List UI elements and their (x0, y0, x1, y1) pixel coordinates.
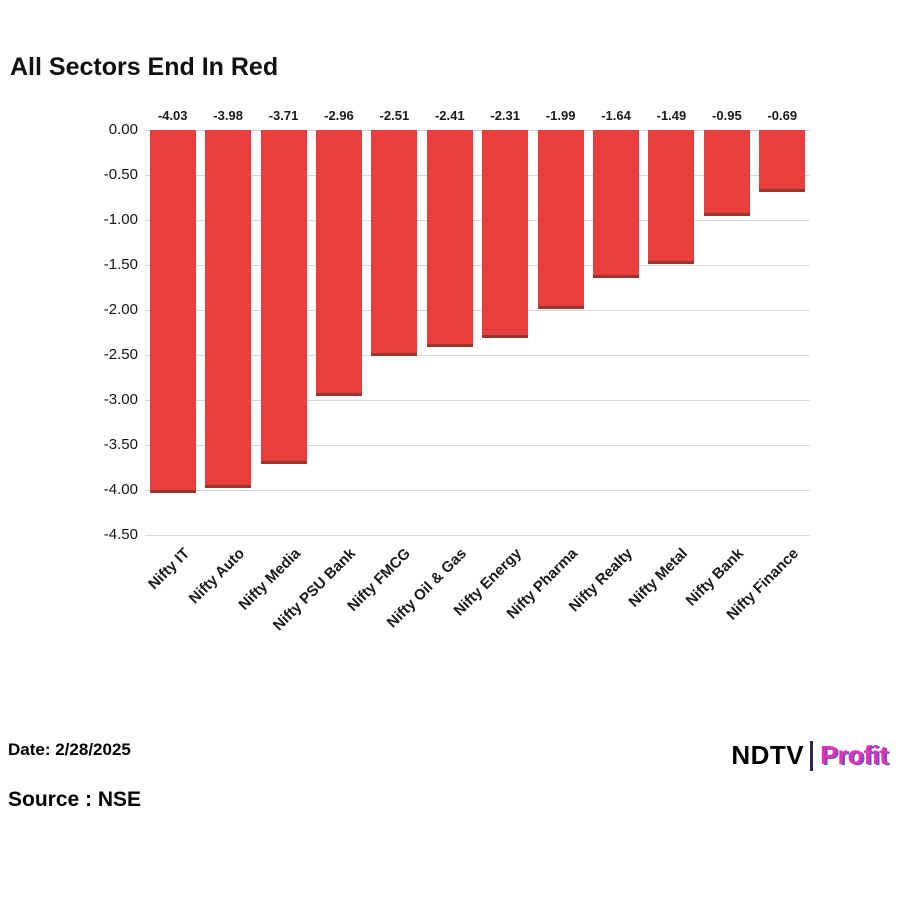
gridline (145, 175, 810, 176)
y-axis-tick-labels: 0.00 -0.50 -1.00 -1.50 -2.00 -2.50 -3.00 -3.50 -… (0, 121, 138, 543)
gridline (145, 310, 810, 311)
y-tick-label: -3.50 (103, 436, 138, 453)
bar-value-label: -2.41 (434, 108, 465, 123)
y-tick-label: -2.50 (103, 346, 138, 363)
bar-nifty-energy (482, 130, 529, 338)
gridline (145, 535, 810, 536)
bar-nifty-oil-gas (426, 130, 473, 347)
footer-date: Date: 2/28/2025 (8, 740, 131, 759)
bar-value-label: -0.95 (712, 108, 742, 123)
bar-nifty-metal (648, 130, 695, 265)
bar-nifty-realty (593, 130, 640, 278)
bar-value-label: -0.69 (767, 108, 798, 123)
chart-title: All Sectors End In Red (10, 53, 279, 81)
x-category-label: Nifty Pharma (503, 545, 581, 623)
bar-value-label: -1.49 (656, 108, 687, 123)
y-tick-label: -4.50 (103, 526, 138, 543)
gridline (145, 355, 810, 356)
gridline (145, 220, 810, 221)
bar-nifty-it (149, 130, 196, 493)
y-tick-label: -0.50 (103, 166, 138, 183)
logo-separator-bar (810, 740, 814, 771)
bar-value-label: -2.51 (379, 108, 410, 123)
y-tick-label: -4.00 (103, 481, 138, 498)
ndtv-profit-logo: NDTV Profit (731, 740, 888, 771)
x-category-label: Nifty Auto (185, 545, 249, 608)
x-category-label: Nifty Bank (682, 545, 747, 610)
bar-nifty-auto (205, 130, 252, 489)
bar-value-label: -1.64 (601, 108, 631, 123)
x-category-label: Nifty Metal (625, 545, 692, 611)
bar-value-label: -2.31 (490, 108, 521, 123)
bar-nifty-media (260, 130, 307, 464)
gridline (145, 445, 810, 446)
bar-value-label: -4.03 (157, 108, 188, 123)
x-category-label: Nifty IT (144, 545, 193, 593)
gridline (145, 400, 810, 401)
gridline (145, 130, 810, 131)
x-category-label: Nifty Media (234, 545, 304, 614)
gridline (145, 490, 810, 491)
y-tick-label: -3.00 (103, 391, 138, 408)
bar-nifty-bank (703, 130, 750, 216)
profit-logo-text: Profit (820, 740, 888, 770)
bar-nifty-finance (759, 130, 806, 193)
bar-nifty-pharma (537, 130, 584, 310)
plot-area: -4.03 -3.98 -3.71 -2.96 -2.51 -2.41 -2.31 -1.99… (145, 108, 810, 536)
y-tick-label: -1.00 (103, 211, 138, 228)
y-tick-label: -2.00 (103, 301, 138, 318)
gridline (145, 265, 810, 266)
ndtv-logo-text: NDTV (731, 740, 805, 770)
bar-value-label: -1.99 (545, 108, 576, 123)
x-category-label: Nifty FMCG (344, 545, 415, 615)
x-category-label: Nifty Finance (723, 545, 803, 624)
y-tick-label: 0.00 (108, 121, 138, 138)
bar-value-label: -3.98 (213, 108, 243, 123)
x-category-label: Nifty Realty (565, 545, 637, 616)
x-category-label: Nifty Energy (450, 545, 526, 620)
x-category-label: Nifty PSU Bank (269, 545, 359, 635)
bar-value-label: -3.71 (268, 108, 299, 123)
x-category-label: Nifty Oil & Gas (383, 545, 470, 632)
bar-value-label: -2.96 (324, 108, 354, 123)
y-tick-label: -1.50 (103, 256, 138, 273)
bar-nifty-psu-bank (315, 130, 362, 397)
bar-nifty-fmcg (371, 130, 418, 356)
footer-source: Source : NSE (8, 788, 142, 811)
